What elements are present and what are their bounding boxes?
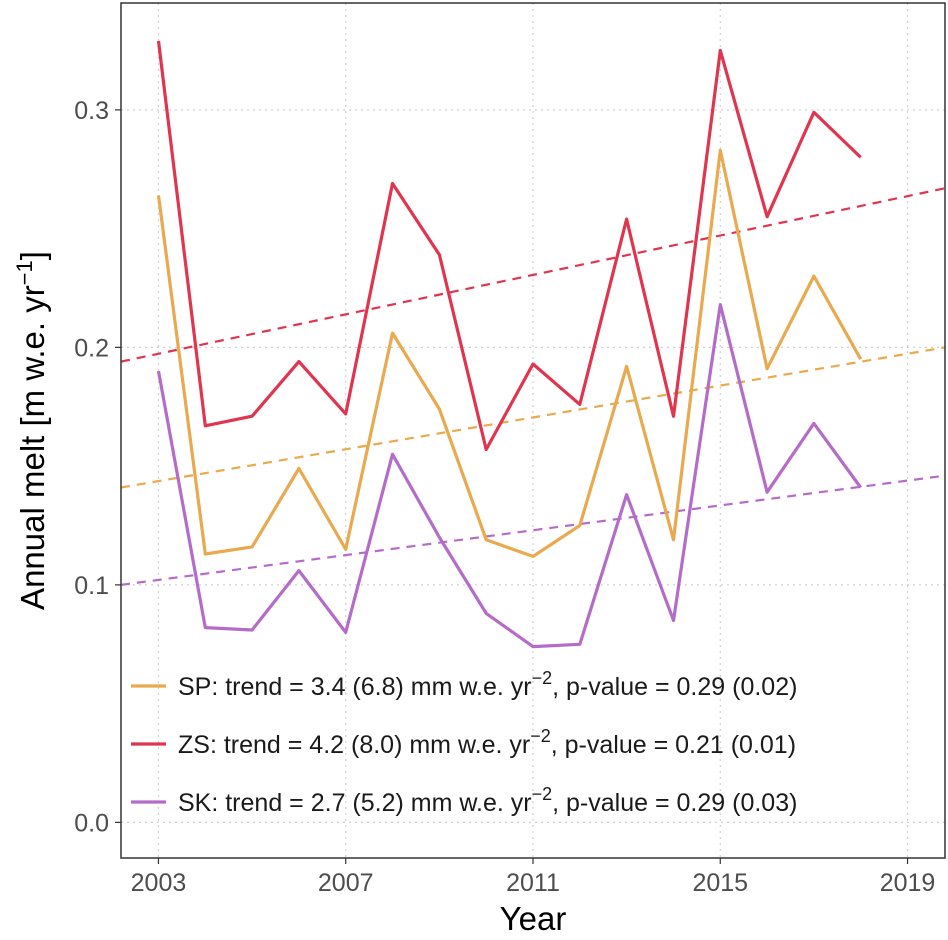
y-tick-label: 0.0 xyxy=(74,809,109,837)
sk-legend-sup: −2 xyxy=(532,784,553,804)
y-tick-label: 0.1 xyxy=(74,572,109,600)
zs-legend-suffix: , p-value = 0.21 (0.01) xyxy=(551,731,796,759)
zs-legend-sup: −2 xyxy=(530,726,551,746)
legend: SP: trend = 3.4 (6.8) mm w.e. yr−2, p-va… xyxy=(131,668,797,817)
y-axis-title: Annual melt [m w.e. yr−1] xyxy=(12,251,51,610)
sp-legend-text: SP: trend = 3.4 (6.8) mm w.e. yr xyxy=(178,673,532,701)
x-tick-label: 2007 xyxy=(318,869,374,897)
x-tick-label: 2015 xyxy=(692,869,748,897)
sk-trend-line xyxy=(120,474,946,586)
zs-trend-line xyxy=(120,187,946,363)
y-axis-title-main: Annual melt [m w.e. yr xyxy=(14,285,51,610)
zs-legend-text: ZS: trend = 4.2 (8.0) mm w.e. yr xyxy=(178,731,530,759)
y-axis-title-tail: ] xyxy=(14,251,51,260)
sk-legend-text: SK: trend = 2.7 (5.2) mm w.e. yr xyxy=(178,789,532,817)
series-lines xyxy=(156,40,863,649)
sp-legend-label: SP: trend = 3.4 (6.8) mm w.e. yr−2, p-va… xyxy=(178,668,797,701)
sp-legend-sup: −2 xyxy=(532,668,553,688)
sk-legend-label: SK: trend = 2.7 (5.2) mm w.e. yr−2, p-va… xyxy=(178,784,797,817)
sk-legend-suffix: , p-value = 0.29 (0.03) xyxy=(552,789,797,817)
sp-series-line xyxy=(156,148,863,559)
sk-series-line xyxy=(156,303,862,649)
y-tick-label: 0.2 xyxy=(74,334,109,362)
trend-lines xyxy=(120,187,946,586)
x-tick-label: 2019 xyxy=(880,869,936,897)
sp-trend-line xyxy=(120,346,946,489)
x-axis-title: Year xyxy=(500,900,567,937)
y-tick-label: 0.3 xyxy=(74,97,109,125)
axis-ticks: 2003 2007 2011 2015 2019 0.0 0.1 0.2 0.3 xyxy=(74,97,935,897)
x-tick-label: 2011 xyxy=(506,869,560,897)
grid-lines xyxy=(121,3,945,858)
y-axis-title-sup: −1 xyxy=(12,260,37,285)
zs-legend-label: ZS: trend = 4.2 (8.0) mm w.e. yr−2, p-va… xyxy=(178,726,796,759)
x-tick-label: 2003 xyxy=(131,869,187,897)
sp-legend-suffix: , p-value = 0.29 (0.02) xyxy=(552,673,797,701)
zs-series-line xyxy=(156,40,862,452)
